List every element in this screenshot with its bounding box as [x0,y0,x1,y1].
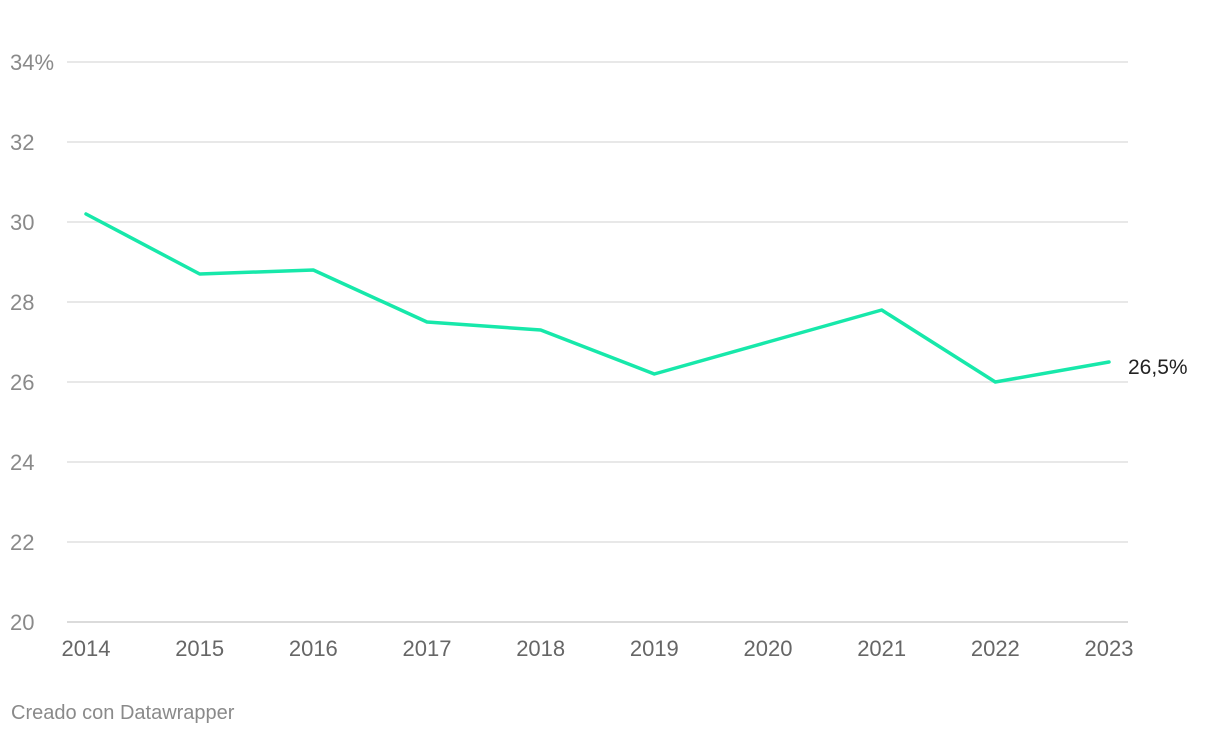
y-tick-label-32: 32 [10,130,34,155]
y-tick-label-28: 28 [10,290,34,315]
x-tick-label-2016: 2016 [289,636,338,661]
x-tick-label-2014: 2014 [62,636,111,661]
x-axis-tick-labels: 2014 2015 2016 2017 2018 2019 2020 2021 2022 2023 [62,636,1134,661]
x-tick-label-2018: 2018 [516,636,565,661]
series-line-0 [84,212,1111,384]
data-labels: 26,5% [1128,356,1188,379]
x-tick-label-2021: 2021 [857,636,906,661]
end-value-label: 26,5% [1128,356,1188,379]
y-tick-label-30: 30 [10,210,34,235]
y-tick-label-24: 24 [10,450,34,475]
series-lines [84,212,1111,384]
x-tick-label-2023: 2023 [1085,636,1134,661]
x-tick-label-2019: 2019 [630,636,679,661]
gridlines [67,61,1128,623]
x-tick-label-2022: 2022 [971,636,1020,661]
x-tick-label-2015: 2015 [175,636,224,661]
y-tick-label-34: 34% [10,50,54,75]
x-tick-label-2017: 2017 [403,636,452,661]
y-axis-tick-labels: 20 22 24 26 28 30 32 34% [10,50,54,635]
footer-credit: Creado con Datawrapper [11,702,235,724]
y-tick-label-20: 20 [10,610,34,635]
y-tick-label-26: 26 [10,370,34,395]
y-tick-label-22: 22 [10,530,34,555]
x-tick-label-2020: 2020 [744,636,793,661]
